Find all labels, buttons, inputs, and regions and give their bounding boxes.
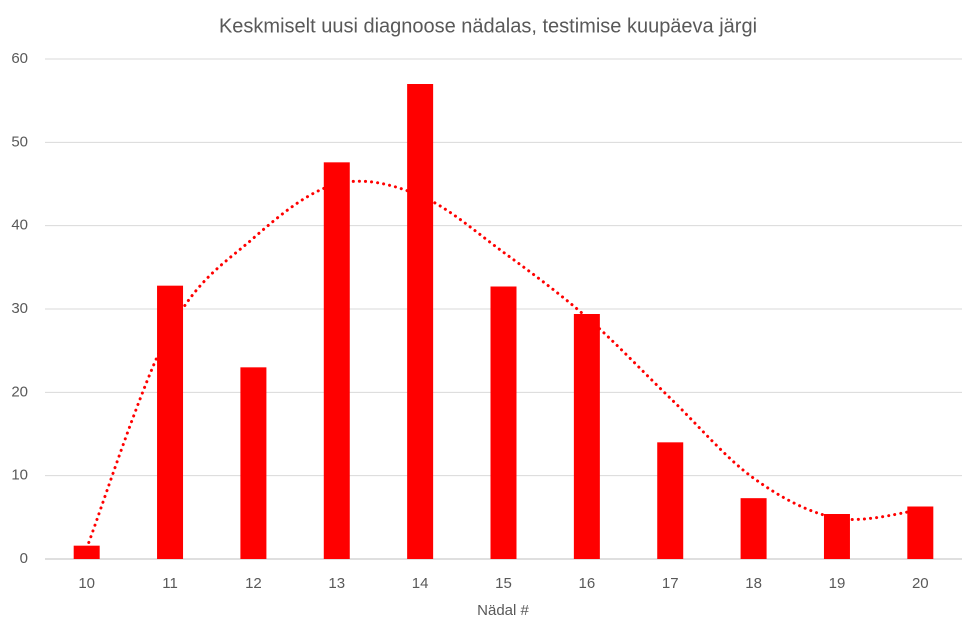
bar xyxy=(907,506,934,559)
trendline xyxy=(85,179,922,550)
chart-title: Keskmiselt uusi diagnoose nädalas, testi… xyxy=(219,15,757,37)
x-tick-label: 12 xyxy=(245,575,262,592)
bar xyxy=(490,286,517,559)
x-tick-label: 15 xyxy=(495,575,512,592)
y-tick-label: 0 xyxy=(20,550,28,567)
x-tick-label: 20 xyxy=(912,575,929,592)
x-tick-label: 17 xyxy=(662,575,679,592)
y-tick-label: 30 xyxy=(11,300,28,317)
y-tick-label: 40 xyxy=(11,217,28,234)
bar xyxy=(73,545,100,559)
x-axis-label: Nädal # xyxy=(477,602,529,619)
x-tick-label: 10 xyxy=(78,575,95,592)
bar xyxy=(157,285,184,559)
y-tick-label: 60 xyxy=(11,50,28,67)
bar xyxy=(240,367,267,559)
bar xyxy=(740,498,767,559)
bar xyxy=(657,442,684,559)
bar xyxy=(323,162,350,560)
x-tick-label: 14 xyxy=(412,575,429,592)
y-tick-label: 50 xyxy=(11,133,28,150)
bar xyxy=(823,514,850,559)
x-tick-label: 11 xyxy=(162,575,178,592)
y-tick-label: 20 xyxy=(11,383,28,400)
bar xyxy=(573,314,600,559)
x-tick-label: 13 xyxy=(328,575,345,592)
x-tick-label: 16 xyxy=(579,575,596,592)
x-tick-label: 19 xyxy=(829,575,846,592)
bar xyxy=(407,84,434,559)
x-tick-label: 18 xyxy=(745,575,762,592)
y-tick-label: 10 xyxy=(11,467,28,484)
